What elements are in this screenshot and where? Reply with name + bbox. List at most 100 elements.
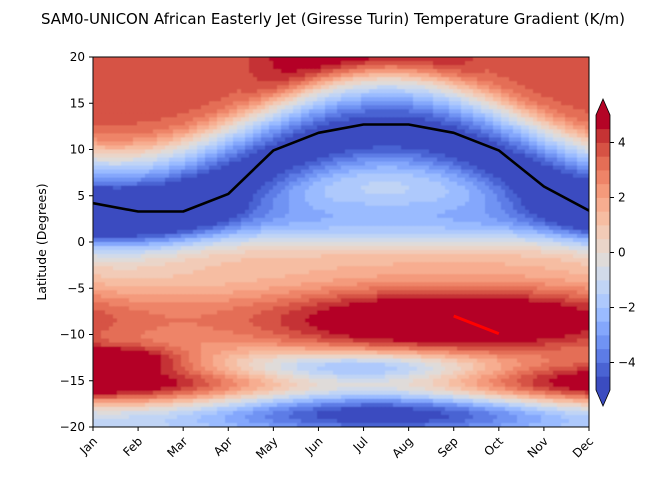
heatmap-cell: [97, 93, 102, 98]
heatmap-cell: [525, 129, 530, 135]
heatmap-cell: [421, 137, 426, 143]
heatmap-cell: [445, 77, 450, 82]
heatmap-cell: [113, 65, 118, 70]
heatmap-cell: [329, 153, 334, 159]
heatmap-cell: [421, 189, 426, 195]
heatmap-cell: [113, 161, 118, 167]
heatmap-cell: [109, 213, 114, 219]
heatmap-cell: [457, 81, 462, 86]
heatmap-cell: [185, 161, 190, 167]
heatmap-cell: [333, 149, 338, 155]
heatmap-cell: [441, 57, 446, 62]
heatmap-cell: [205, 137, 210, 143]
heatmap-cell: [317, 213, 322, 219]
heatmap-cell: [341, 113, 346, 118]
heatmap-cell: [165, 153, 170, 159]
heatmap-cell: [405, 157, 410, 163]
heatmap-cell: [429, 205, 434, 211]
heatmap-cell: [437, 85, 442, 90]
heatmap-cell: [181, 137, 186, 143]
heatmap-cell: [457, 201, 462, 207]
heatmap-cell: [437, 133, 442, 139]
heatmap-cell: [213, 89, 218, 94]
heatmap-cell: [405, 93, 410, 98]
heatmap-cell: [517, 157, 522, 163]
heatmap-cell: [473, 177, 478, 183]
heatmap-cell: [129, 193, 134, 199]
heatmap-cell: [265, 97, 270, 102]
heatmap-cell: [445, 81, 450, 86]
heatmap-cell: [489, 189, 494, 195]
heatmap-cell: [177, 161, 182, 167]
heatmap-cell: [217, 125, 222, 130]
heatmap-cell: [245, 89, 250, 94]
heatmap-cell: [397, 85, 402, 90]
heatmap-cell: [281, 209, 286, 215]
heatmap-cell: [373, 129, 378, 135]
heatmap-cell: [281, 77, 286, 82]
heatmap-cell: [297, 165, 302, 171]
heatmap-cell: [345, 133, 350, 139]
heatmap-cell: [133, 169, 138, 175]
heatmap-cell: [541, 181, 546, 187]
heatmap-cell: [393, 169, 398, 175]
heatmap-cell: [357, 145, 362, 151]
heatmap-cell: [109, 157, 114, 163]
heatmap-cell: [337, 185, 342, 191]
heatmap-cell: [133, 153, 138, 159]
heatmap-cell: [513, 201, 518, 207]
heatmap-cell: [485, 161, 490, 167]
heatmap-cell: [437, 157, 442, 163]
heatmap-cell: [257, 141, 262, 147]
heatmap-cell: [205, 117, 210, 122]
heatmap-cell: [173, 61, 178, 66]
heatmap-cell: [213, 81, 218, 86]
heatmap-cell: [377, 193, 382, 199]
heatmap-cell: [581, 101, 586, 106]
heatmap-cell: [209, 169, 214, 175]
heatmap-cell: [385, 157, 390, 163]
heatmap-cell: [305, 61, 310, 66]
heatmap-cell: [585, 117, 589, 122]
heatmap-cell: [425, 205, 430, 211]
heatmap-cell: [213, 193, 218, 199]
heatmap-cell: [545, 173, 550, 179]
heatmap-cell: [145, 145, 150, 151]
heatmap-cell: [269, 197, 274, 203]
heatmap-cell: [149, 181, 154, 187]
heatmap-cell: [221, 141, 226, 147]
heatmap-cell: [189, 173, 194, 179]
heatmap-cell: [169, 157, 174, 163]
heatmap-cell: [125, 57, 130, 62]
heatmap-cell: [429, 209, 434, 215]
heatmap-cell: [125, 181, 130, 187]
heatmap-cell: [293, 173, 298, 179]
heatmap-cell: [109, 197, 114, 203]
heatmap-cell: [213, 141, 218, 147]
heatmap-cell: [545, 113, 550, 118]
heatmap-cell: [257, 185, 262, 191]
heatmap-cell: [313, 205, 318, 211]
heatmap-cell: [185, 85, 190, 90]
heatmap-cell: [409, 197, 414, 203]
heatmap-cell: [305, 181, 310, 187]
heatmap-cell: [461, 101, 466, 106]
heatmap-cell: [365, 73, 370, 78]
heatmap-cell: [485, 113, 490, 118]
heatmap-cell: [129, 97, 134, 102]
heatmap-cell: [141, 153, 146, 159]
heatmap-cell: [137, 141, 142, 147]
heatmap-cell: [377, 177, 382, 183]
heatmap-cell: [229, 141, 234, 147]
heatmap-cell: [161, 133, 166, 139]
heatmap-cell: [377, 213, 382, 219]
heatmap-cell: [325, 197, 330, 203]
heatmap-cell: [445, 185, 450, 191]
heatmap-cell: [525, 93, 530, 98]
heatmap-cell: [457, 97, 462, 102]
heatmap-cell: [313, 161, 318, 167]
heatmap-cell: [501, 189, 506, 195]
heatmap-cell: [93, 125, 98, 130]
heatmap-cell: [137, 197, 142, 203]
